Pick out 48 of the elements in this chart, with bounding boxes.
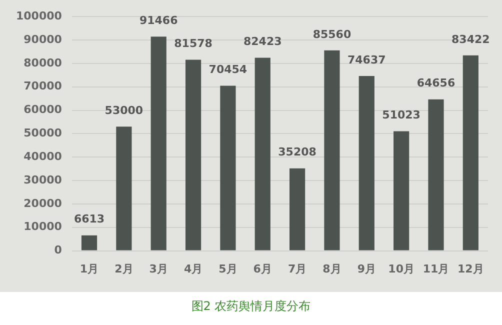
x-tick-label: 1月 [80, 262, 99, 276]
y-tick-label: 30000 [24, 173, 62, 186]
bar [254, 58, 270, 250]
data-label: 6613 [74, 212, 105, 226]
x-tick-label: 3月 [149, 262, 168, 276]
bar [394, 131, 410, 250]
bar [428, 99, 444, 250]
data-label: 64656 [416, 76, 456, 90]
x-tick-label: 11月 [422, 262, 450, 276]
bar [220, 86, 236, 250]
y-tick-label: 40000 [24, 150, 62, 163]
data-label: 35208 [278, 146, 316, 159]
bar [289, 168, 306, 250]
x-tick-label: 4月 [184, 262, 203, 276]
bar [116, 126, 132, 250]
bar [462, 55, 478, 250]
x-tick-label: 10月 [388, 262, 414, 276]
data-label: 85560 [312, 28, 352, 41]
data-label: 83422 [452, 32, 490, 46]
x-tick-label: 9月 [357, 262, 376, 276]
y-tick-label: 90000 [24, 32, 62, 46]
bar [81, 235, 98, 250]
data-label: 51023 [382, 108, 420, 122]
data-label: 81578 [174, 37, 212, 50]
data-label: 70454 [208, 63, 248, 76]
x-tick-label: 12月 [458, 262, 484, 276]
x-tick-label: 6月 [253, 262, 272, 276]
y-tick-label: 20000 [24, 196, 62, 210]
x-tick-label: 7月 [288, 262, 307, 276]
bar [324, 50, 340, 250]
y-tick-label: 50000 [24, 126, 62, 140]
y-tick-label: 80000 [24, 56, 62, 70]
bar [150, 36, 166, 250]
text: 图2 农药舆情月度分布 [190, 298, 312, 315]
data-label: 74637 [348, 53, 386, 66]
bar [185, 60, 202, 250]
data-label: 82423 [243, 35, 282, 48]
x-tick-label: 8月 [322, 262, 342, 276]
x-tick-label: 5月 [218, 262, 238, 276]
data-label: 53000 [104, 104, 144, 118]
y-tick-label: 0 [54, 244, 62, 257]
y-tick-label: 60000 [24, 103, 62, 116]
y-tick-label: 10000 [24, 220, 62, 234]
y-tick-label: 100000 [16, 9, 62, 22]
x-tick-label: 2月 [114, 262, 134, 276]
bar [358, 76, 374, 250]
y-tick-label: 70000 [24, 80, 62, 93]
data-label: 91466 [139, 14, 178, 27]
